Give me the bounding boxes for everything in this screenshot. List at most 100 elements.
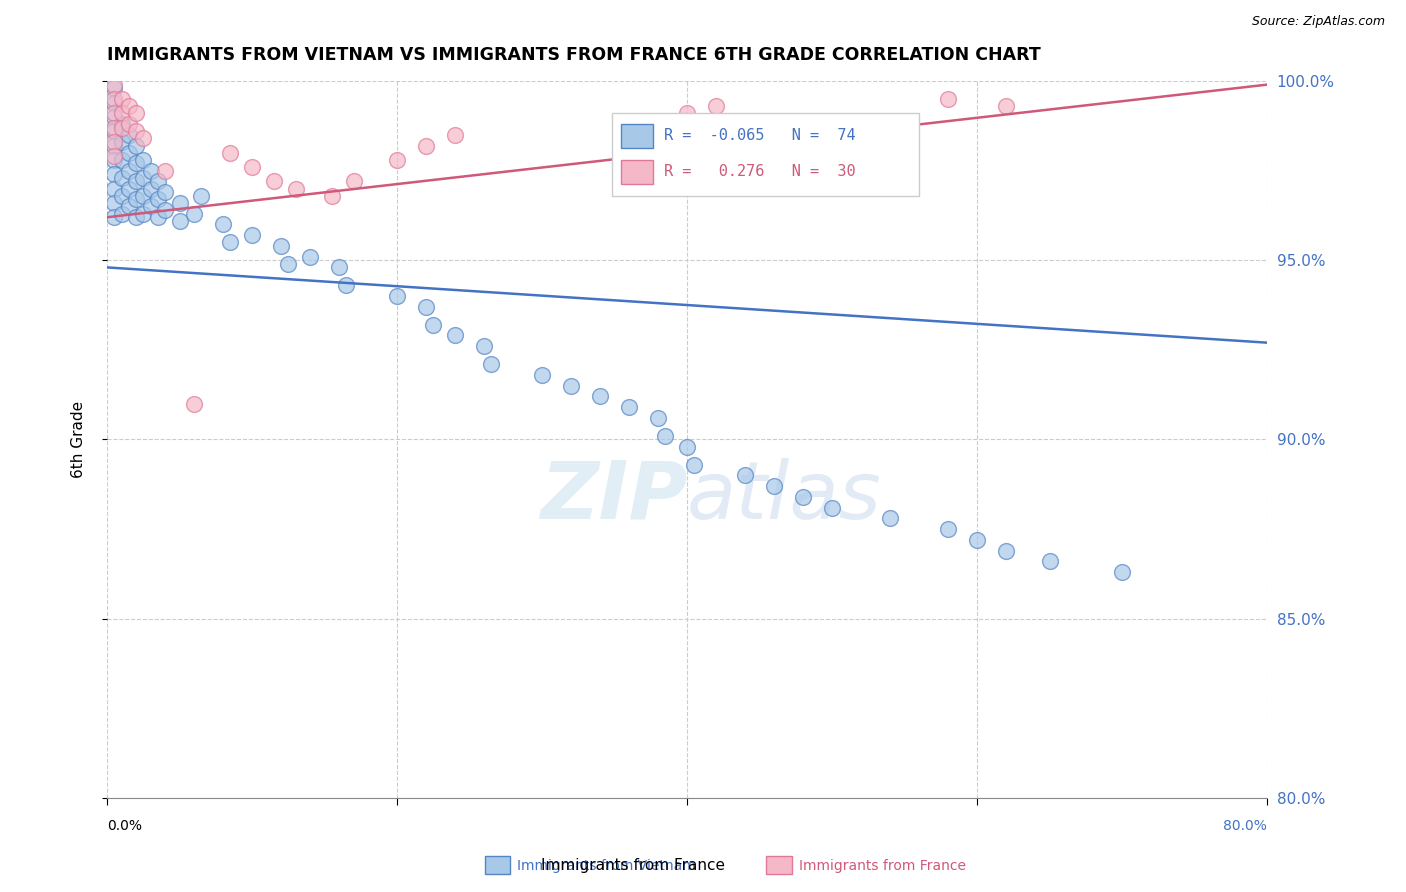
- Point: [103, 135, 125, 149]
- Point: [385, 289, 408, 303]
- Point: [110, 120, 132, 135]
- Point: [118, 181, 141, 195]
- Point: [169, 195, 191, 210]
- Text: Immigrants from France: Immigrants from France: [799, 859, 966, 873]
- Text: Immigrants from Vietnam: Immigrants from Vietnam: [517, 859, 696, 873]
- Point: [118, 117, 141, 131]
- Point: [103, 149, 125, 163]
- Point: [654, 429, 676, 443]
- Point: [103, 81, 125, 95]
- Point: [146, 211, 169, 225]
- Text: R =   0.276   N =  30: R = 0.276 N = 30: [664, 164, 855, 179]
- Point: [704, 99, 727, 113]
- Text: R =  -0.065   N =  74: R = -0.065 N = 74: [664, 128, 855, 143]
- Point: [1038, 554, 1060, 568]
- Point: [125, 211, 148, 225]
- Point: [132, 153, 155, 167]
- Point: [118, 99, 141, 113]
- Point: [103, 106, 125, 120]
- Point: [321, 188, 343, 202]
- Point: [139, 181, 162, 195]
- Point: [589, 389, 612, 403]
- Text: ZIP: ZIP: [540, 458, 688, 536]
- Point: [270, 239, 292, 253]
- Point: [415, 138, 437, 153]
- Bar: [485, 856, 510, 874]
- Bar: [621, 160, 654, 184]
- Point: [110, 170, 132, 185]
- Point: [342, 174, 364, 188]
- Point: [299, 250, 322, 264]
- Point: [125, 124, 148, 138]
- Point: [277, 257, 299, 271]
- Point: [153, 185, 176, 199]
- Point: [995, 543, 1018, 558]
- Text: Source: ZipAtlas.com: Source: ZipAtlas.com: [1251, 15, 1385, 28]
- Point: [219, 235, 242, 250]
- Point: [966, 533, 988, 547]
- Point: [183, 396, 205, 410]
- Point: [560, 378, 582, 392]
- Point: [169, 214, 191, 228]
- Point: [110, 117, 132, 131]
- Point: [763, 479, 786, 493]
- Point: [153, 163, 176, 178]
- Point: [734, 468, 756, 483]
- Point: [146, 174, 169, 188]
- Point: [879, 511, 901, 525]
- Point: [385, 153, 408, 167]
- Point: [190, 188, 212, 202]
- Point: [683, 458, 706, 472]
- Point: [103, 181, 125, 195]
- Point: [118, 163, 141, 178]
- Point: [936, 522, 959, 536]
- Point: [110, 207, 132, 221]
- Point: [103, 120, 125, 135]
- Point: [125, 156, 148, 170]
- Point: [103, 110, 125, 124]
- Point: [118, 199, 141, 213]
- Point: [146, 192, 169, 206]
- Point: [821, 500, 844, 515]
- Point: [125, 192, 148, 206]
- Point: [139, 199, 162, 213]
- Point: [103, 153, 125, 167]
- Point: [110, 188, 132, 202]
- Point: [125, 106, 148, 120]
- Point: [1111, 565, 1133, 579]
- Point: [103, 138, 125, 153]
- Point: [792, 490, 814, 504]
- Point: [936, 92, 959, 106]
- Point: [110, 135, 132, 149]
- Point: [132, 170, 155, 185]
- Point: [103, 78, 125, 92]
- Point: [103, 211, 125, 225]
- Point: [472, 339, 495, 353]
- Point: [328, 260, 350, 275]
- Point: [676, 106, 699, 120]
- Point: [118, 145, 141, 160]
- Point: [103, 167, 125, 181]
- Point: [444, 128, 467, 142]
- Text: atlas: atlas: [688, 458, 882, 536]
- Point: [617, 400, 640, 414]
- Point: [139, 163, 162, 178]
- Point: [422, 318, 444, 332]
- Point: [118, 128, 141, 142]
- Point: [183, 207, 205, 221]
- Point: [110, 92, 132, 106]
- Point: [263, 174, 285, 188]
- Point: [284, 181, 307, 195]
- Point: [125, 138, 148, 153]
- Point: [103, 95, 125, 110]
- Point: [415, 300, 437, 314]
- Point: [444, 328, 467, 343]
- Text: 80.0%: 80.0%: [1223, 819, 1267, 833]
- Point: [479, 357, 502, 371]
- Text: 0.0%: 0.0%: [107, 819, 142, 833]
- Point: [125, 174, 148, 188]
- Point: [110, 106, 132, 120]
- Point: [995, 99, 1018, 113]
- Point: [676, 440, 699, 454]
- Point: [335, 278, 357, 293]
